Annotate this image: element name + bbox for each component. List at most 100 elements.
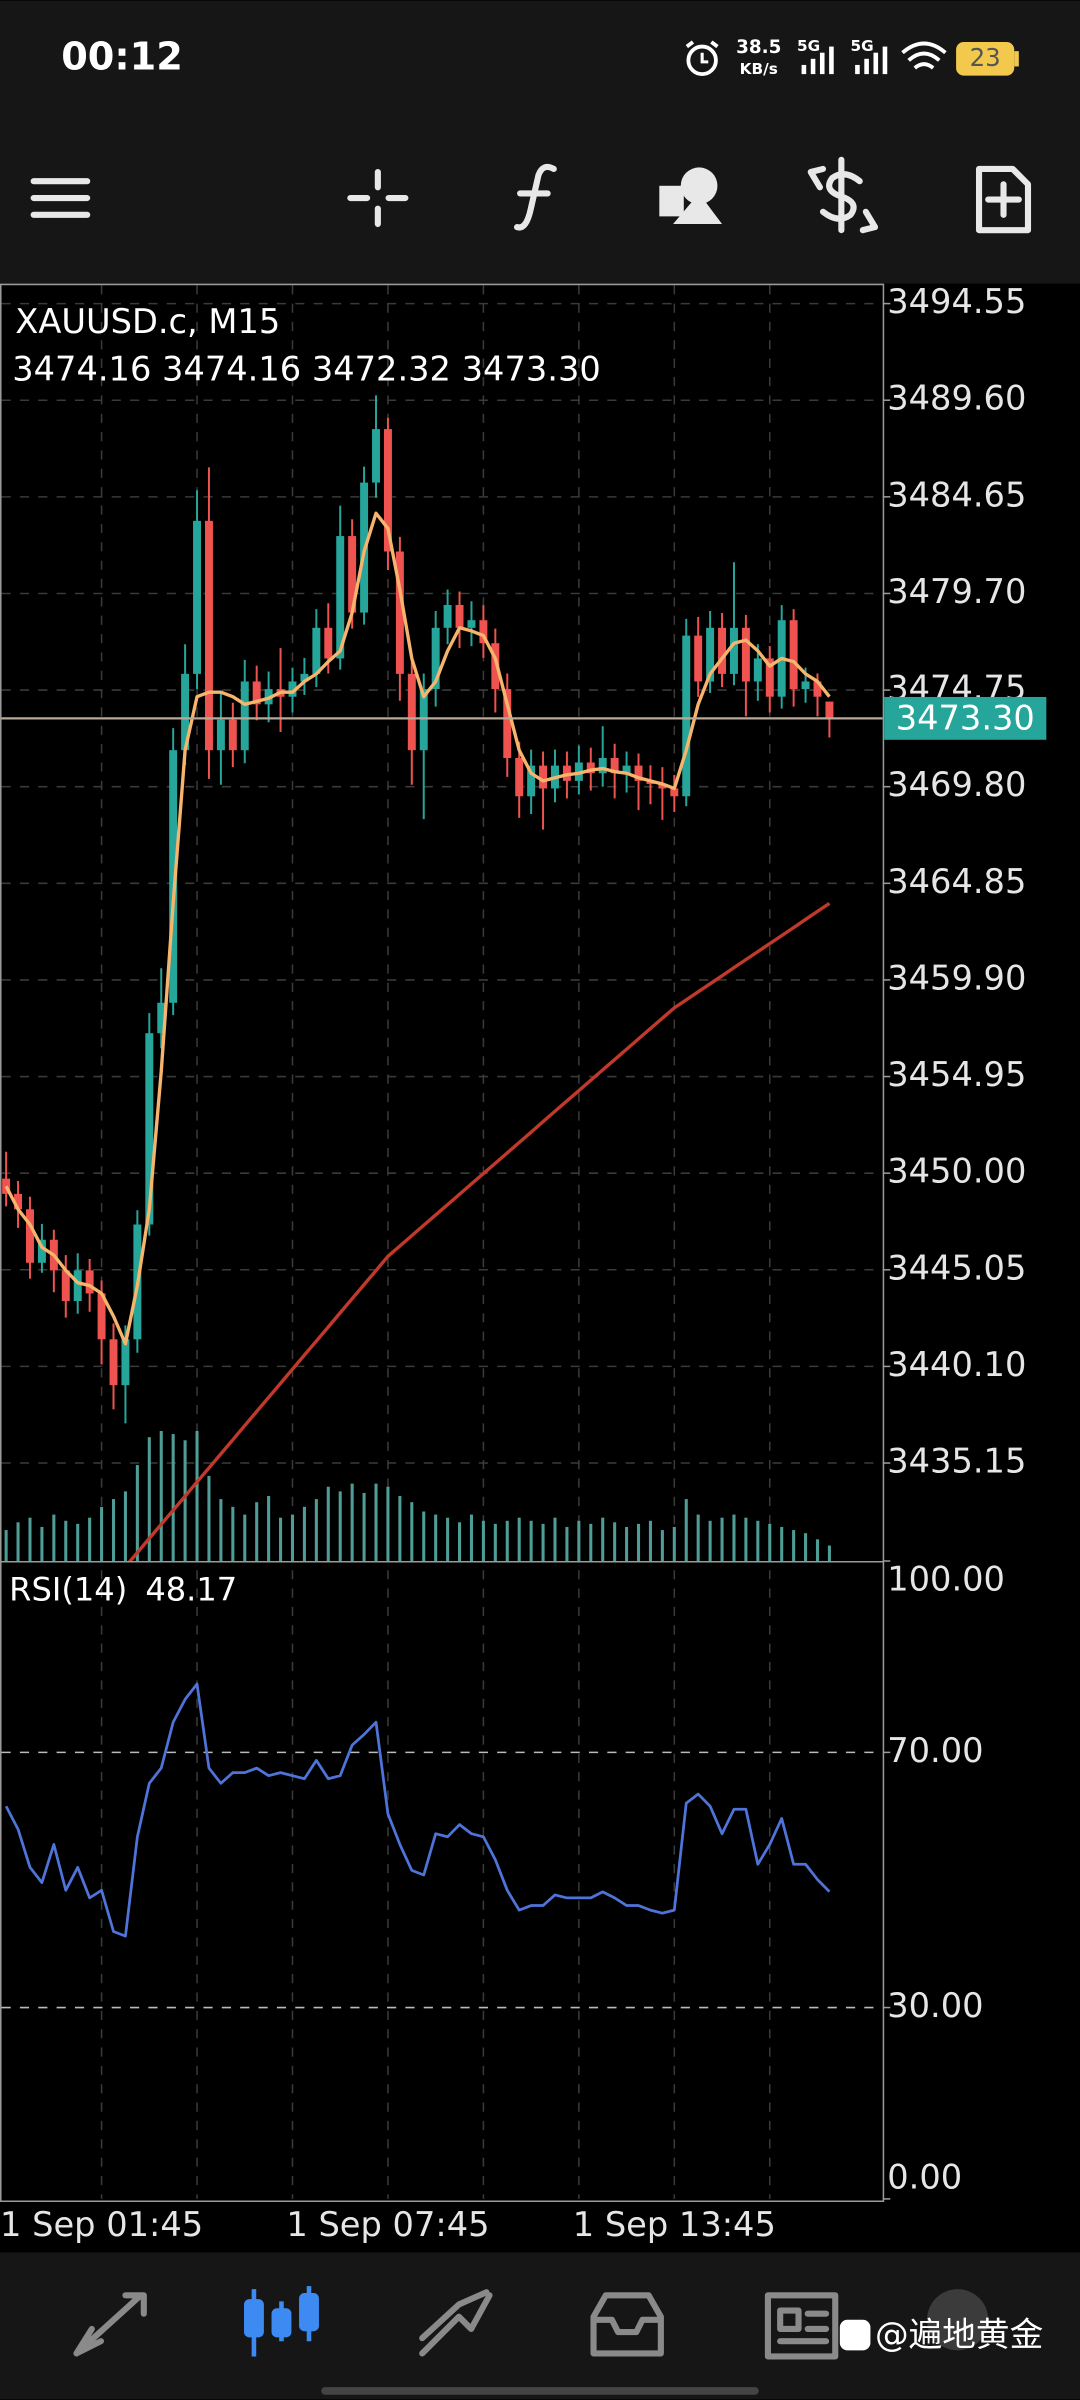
ohlc-label: 3474.16 3474.16 3472.32 3473.30 [12,349,601,388]
volume-bar [756,1520,760,1562]
menu-button[interactable] [30,178,91,218]
volume-bar [88,1517,92,1562]
chart-frame [0,283,885,2202]
objects-button[interactable] [659,167,723,225]
y-tick-label: 3445.05 [887,1248,1026,1287]
y-tick-label: 3494.55 [887,282,1026,321]
candle-body [348,536,357,613]
volume-bar [386,1486,390,1562]
symbol-title: XAUUSD.c, M15 [15,302,280,341]
volume-bar [123,1491,127,1562]
news-tab[interactable] [764,2292,839,2360]
rsi-title: RSI(14) [9,1571,127,1609]
volume-bar [326,1486,330,1562]
volume-bar [481,1520,485,1562]
y-tick-label: 3459.90 [887,958,1026,997]
rsi-panel [4,1682,831,1938]
volume-bar [696,1514,700,1562]
candle-body [801,681,810,690]
candle-body [718,627,727,674]
battery-level: 23 [970,43,1001,72]
y-tick-label: 3484.65 [887,475,1026,514]
volume-bar [410,1502,414,1562]
crosshair-button[interactable] [347,168,409,228]
home-indicator [321,2387,759,2395]
volume-bar [636,1523,641,1562]
volume-bar [660,1530,664,1562]
volume-bar [601,1517,605,1562]
candle-body [419,689,428,751]
candle-body [741,627,750,682]
chart-tab[interactable] [243,2286,319,2357]
status-time: 00:12 [61,35,183,79]
volume-bar [732,1514,736,1562]
volume-bar [338,1491,342,1562]
candle-body [312,627,321,674]
candle-body [336,536,345,659]
battery-tip [1014,51,1019,67]
volume-bar [255,1502,259,1562]
moving-average [128,902,831,1562]
volume-bar [28,1517,32,1562]
candle-body [26,1209,34,1263]
volume-bar [613,1522,617,1562]
last-price-label: 3473.30 [896,698,1035,737]
candle-body [658,783,667,789]
x-tick-label: 1 Sep 07:45 [286,2205,489,2244]
candle-body [372,429,380,483]
candle-body [682,635,691,797]
candle-body [240,681,249,751]
volume-bar [147,1437,151,1562]
network-type: 5G [851,37,874,55]
y-tick-label: 70.00 [887,1731,983,1770]
volume-bar [290,1514,295,1562]
volume-bar [780,1526,784,1562]
chat-bubble[interactable] [927,2289,989,2351]
volume-bar [684,1499,688,1562]
candle-body [85,1270,94,1294]
volume-bar [4,1530,8,1562]
volume-bar [52,1514,56,1562]
trade-tab[interactable] [419,2289,493,2357]
tick-layer [1,1751,883,2009]
candle-body [204,520,213,751]
volume-bar [64,1520,68,1562]
candle-body [181,673,190,751]
candle-body [694,635,703,682]
volume-bar [302,1506,306,1562]
candle-body [467,620,476,628]
volume-bar [76,1523,80,1562]
watermark: @遍地黄金 [875,2315,1043,2354]
indicators-button[interactable] [513,163,557,231]
candle-body [121,1339,130,1386]
volume-bar [231,1506,235,1562]
x-tick-label: 1 Sep 01:45 [0,2205,203,2244]
volume-bar [279,1517,283,1562]
volume-bar [374,1483,378,1562]
y-tick-label: 0.00 [887,2158,962,2197]
history-tab[interactable] [590,2292,664,2357]
wifi-icon [901,41,947,70]
candle-body [729,627,738,674]
volume-bar [672,1526,676,1562]
candle-body [157,1002,166,1034]
volume-bar [827,1545,831,1562]
volume-bar [493,1523,497,1562]
volume-bar [565,1526,569,1562]
network-type: 5G [797,37,820,55]
volume-bar [207,1475,211,1562]
candle-body [455,604,464,628]
trade-button[interactable] [807,156,879,234]
volume-bar [768,1523,772,1562]
volume-bar [577,1520,581,1562]
battery-icon [956,41,1015,76]
candle-body [407,673,416,751]
volume-bar [720,1517,724,1562]
volume-bar [804,1533,808,1562]
quotes-tab[interactable] [73,2292,147,2357]
candle-body [539,765,548,789]
new-order-button[interactable] [975,165,1032,234]
volume-bar [314,1499,318,1562]
volume-bar [195,1430,199,1562]
volume-bar [243,1514,247,1562]
